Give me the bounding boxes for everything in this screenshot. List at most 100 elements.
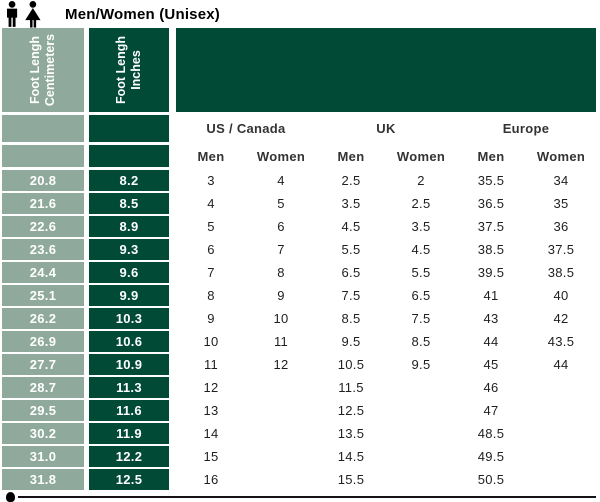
inches-cell: 12.5 [89, 469, 169, 490]
table-row: 24.4 9.6 7 8 6.5 5.5 39.5 38.5 [2, 262, 596, 283]
us-women-cell: 9 [277, 288, 285, 303]
spacer-cell-inches [89, 115, 169, 142]
eu-women-cell: 42 [553, 311, 569, 326]
header-foot-length-cm-text: Foot Lengh Centimeters [28, 34, 58, 106]
cm-cell: 29.5 [2, 400, 84, 421]
cm-cell: 30.2 [2, 423, 84, 444]
uk-women-cell [386, 423, 456, 444]
uk-men-cell: 4.5 [341, 219, 361, 234]
us-women-cell [246, 377, 316, 398]
inches-cell: 8.2 [89, 170, 169, 191]
uk-men-cell: 14.5 [337, 449, 365, 464]
cm-cell: 31.8 [2, 469, 84, 490]
cm-cell: 25.1 [2, 285, 84, 306]
eu-women-cell: 44 [553, 357, 569, 372]
man-woman-icon [7, 1, 41, 28]
table-row: 31.0 12.2 15 14.5 49.5 [2, 446, 596, 467]
header-cm-line1: Foot Lengh [28, 35, 42, 105]
inches-cell: 10.6 [89, 331, 169, 352]
us-women-cell: 4 [277, 173, 285, 188]
us-men-cell: 3 [207, 173, 215, 188]
us-women-cell: 11 [273, 334, 289, 349]
table-row: 22.6 8.9 5 6 4.5 3.5 37.5 36 [2, 216, 596, 237]
us-women-cell: 5 [277, 196, 285, 211]
group-header-europe: Europe [502, 121, 550, 136]
uk-women-cell [386, 446, 456, 467]
gender-header-row: Men Women Men Women Men Women [2, 145, 596, 167]
us-men-cell: 10 [203, 334, 219, 349]
eu-men-cell: 44 [483, 334, 499, 349]
us-women-cell: 12 [273, 357, 289, 372]
us-women-cell [246, 423, 316, 444]
us-men-cell: 14 [203, 426, 219, 441]
inches-cell: 9.9 [89, 285, 169, 306]
table-row: 27.7 10.9 11 12 10.5 9.5 45 44 [2, 354, 596, 375]
us-men-cell: 7 [207, 265, 215, 280]
eu-men-cell: 38.5 [477, 242, 505, 257]
uk-women-cell: 4.5 [411, 242, 431, 257]
cm-cell: 27.7 [2, 354, 84, 375]
cm-cell: 22.6 [2, 216, 84, 237]
us-men-cell: 4 [207, 196, 215, 211]
uk-men-cell: 7.5 [341, 288, 361, 303]
table-row: 21.6 8.5 4 5 3.5 2.5 36.5 35 [2, 193, 596, 214]
eu-men-cell: 43 [483, 311, 499, 326]
sub-header-eu-men: Men [477, 148, 505, 164]
uk-men-cell: 9.5 [341, 334, 361, 349]
uk-men-cell: 2.5 [341, 173, 361, 188]
table-row: 26.2 10.3 9 10 8.5 7.5 43 42 [2, 308, 596, 329]
header-cm-line2: Centimeters [43, 33, 57, 107]
inches-cell: 8.5 [89, 193, 169, 214]
header-inches-line2: Inches [129, 50, 143, 90]
sub-header-uk-women: Women [396, 148, 446, 164]
eu-women-cell: 35 [553, 196, 569, 211]
inches-cell: 11.9 [89, 423, 169, 444]
page-header: Men/Women (Unisex) [0, 0, 600, 28]
us-men-cell: 13 [203, 403, 219, 418]
eu-women-cell: 43.5 [547, 334, 575, 349]
uk-men-cell: 8.5 [341, 311, 361, 326]
uk-women-cell [386, 400, 456, 421]
eu-men-cell: 49.5 [477, 449, 505, 464]
eu-women-cell: 36 [553, 219, 569, 234]
eu-men-cell: 48.5 [477, 426, 505, 441]
cm-cell: 23.6 [2, 239, 84, 260]
table-body: 20.8 8.2 3 4 2.5 2 35.5 34 21.6 8.5 4 5 3.5 2.5 36.5 35… [2, 170, 596, 490]
inches-cell: 11.3 [89, 377, 169, 398]
uk-men-cell: 3.5 [341, 196, 361, 211]
eu-men-cell: 36.5 [477, 196, 505, 211]
uk-women-cell: 6.5 [411, 288, 431, 303]
cm-cell: 24.4 [2, 262, 84, 283]
table-row: 23.6 9.3 6 7 5.5 4.5 38.5 37.5 [2, 239, 596, 260]
sub-header-us-men: Men [197, 148, 225, 164]
eu-men-cell: 50.5 [477, 472, 505, 487]
eu-men-cell: 39.5 [477, 265, 505, 280]
us-men-cell: 12 [203, 380, 219, 395]
page-title: Men/Women (Unisex) [65, 6, 221, 23]
eu-women-cell: 40 [553, 288, 569, 303]
us-women-cell: 6 [277, 219, 285, 234]
us-women-cell: 8 [277, 265, 285, 280]
eu-women-cell [526, 446, 596, 467]
header-inches-line1: Foot Lengh [114, 35, 128, 105]
uk-women-cell: 5.5 [411, 265, 431, 280]
eu-women-cell [526, 469, 596, 490]
size-conversion-table: Foot Lengh Centimeters Foot Lengh Inches… [2, 28, 596, 492]
inches-cell: 9.3 [89, 239, 169, 260]
table-row: 20.8 8.2 3 4 2.5 2 35.5 34 [2, 170, 596, 191]
group-header-us-canada: US / Canada [206, 121, 286, 136]
cm-cell: 20.8 [2, 170, 84, 191]
inches-cell: 12.2 [89, 446, 169, 467]
inches-cell: 9.6 [89, 262, 169, 283]
table-row: 26.9 10.6 10 11 9.5 8.5 44 43.5 [2, 331, 596, 352]
eu-men-cell: 41 [483, 288, 499, 303]
inches-cell: 8.9 [89, 216, 169, 237]
eu-men-cell: 35.5 [477, 173, 505, 188]
us-women-cell [246, 469, 316, 490]
spacer-cell-inches [89, 145, 169, 167]
bottom-divider [18, 496, 596, 498]
inches-cell: 10.3 [89, 308, 169, 329]
inches-cell: 10.9 [89, 354, 169, 375]
uk-men-cell: 11.5 [338, 380, 364, 395]
cm-cell: 26.2 [2, 308, 84, 329]
